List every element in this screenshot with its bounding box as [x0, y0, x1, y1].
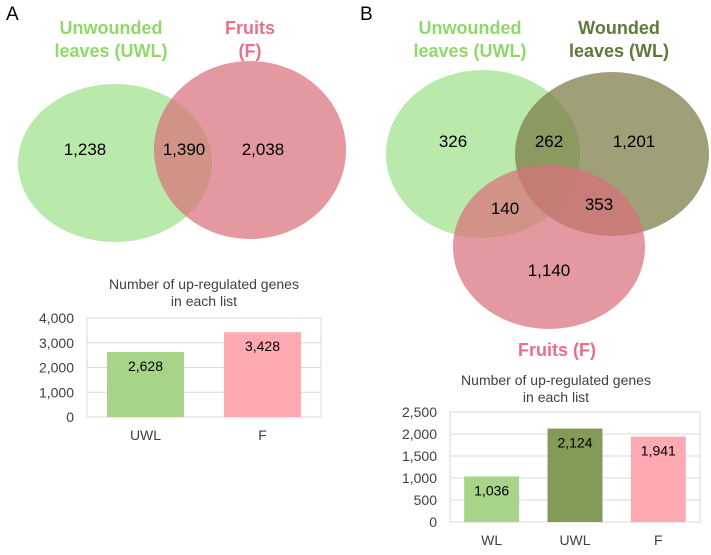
chart-b-bars: 1,036 2,124 1,941: [464, 428, 686, 522]
chart-b-x-axis: WL UWL F: [481, 532, 662, 548]
chart-a-y-tick-label: 2,000: [39, 360, 74, 376]
chart-a-y-tick-label: 4,000: [39, 310, 74, 326]
chart-a-x-axis: UWL F: [130, 427, 267, 443]
chart-b-y-tick-label: 500: [414, 492, 438, 508]
chart-a-bars: 2,628 3,428: [107, 332, 301, 417]
chart-b-bar-value-f: 1,941: [641, 443, 676, 459]
venn-b-count-f-only: 1,140: [528, 261, 571, 280]
chart-a-y-tick-label: 0: [66, 409, 74, 425]
venn-b-label-wl-line2: leaves (WL): [569, 41, 669, 61]
chart-a-category-label: UWL: [130, 427, 161, 443]
chart-b-bar-wl: [464, 476, 520, 522]
venn-a-label-uwl-line1: Unwounded: [60, 18, 163, 38]
venn-b-label-wl-line1: Wounded: [578, 18, 660, 38]
chart-a-bar-value-f: 3,428: [245, 338, 280, 354]
venn-b-label-uwl-line2: leaves (UWL): [413, 41, 526, 61]
chart-b-bar-value-uwl: 2,124: [557, 435, 592, 451]
panel-letter-b: B: [360, 4, 373, 25]
chart-b-y-tick-label: 2,000: [402, 426, 437, 442]
chart-a-y-axis: 4,000 3,000 2,000 1,000 0: [39, 310, 74, 425]
chart-a-y-tick-label: 3,000: [39, 335, 74, 351]
venn-b-count-wl-only: 1,201: [613, 132, 656, 151]
chart-b-category-label: UWL: [559, 532, 590, 548]
venn-a-count-uwl-f: 1,390: [163, 140, 206, 159]
venn-b-label-uwl-line1: Unwounded: [419, 18, 522, 38]
panel-b: B Unwounded leaves (UWL) Wounded leaves …: [360, 4, 709, 548]
chart-b-bar-value-wl: 1,036: [474, 482, 509, 498]
venn-a-label-f-line2: (F): [239, 41, 262, 61]
panel-a: A Unwounded leaves (UWL) Fruits (F) 1,23…: [6, 4, 346, 443]
chart-b-category-label: F: [654, 532, 663, 548]
venn-b-count-uwl-only: 326: [439, 132, 467, 151]
chart-a-y-tick-label: 1,000: [39, 384, 74, 400]
chart-a-bar-uwl: [107, 351, 184, 417]
chart-a-bar-f: [224, 332, 301, 417]
chart-a-category-label: F: [258, 427, 267, 443]
chart-b-y-tick-label: 0: [429, 514, 437, 530]
venn-b-count-uwl-wl: 262: [535, 132, 563, 151]
venn-b-label-f: Fruits (F): [518, 340, 596, 360]
chart-a-bar-value-uwl: 2,628: [128, 358, 163, 374]
venn-b-count-uwl-f: 140: [491, 199, 519, 218]
chart-b-bar-f: [630, 436, 686, 522]
chart-b-bar-uwl: [547, 428, 603, 522]
chart-b-title-line1: Number of up-regulated genes: [461, 372, 651, 388]
bar-chart-a: Number of up-regulated genes in each lis…: [39, 276, 322, 443]
chart-b-y-tick-label: 1,500: [402, 448, 437, 464]
venn-a-circle-f: [154, 61, 346, 239]
venn-a-count-uwl-only: 1,238: [64, 140, 107, 159]
chart-b-category-label: WL: [481, 532, 502, 548]
bar-chart-b: Number of up-regulated genes in each lis…: [402, 372, 701, 548]
venn-b-count-wl-f: 353: [585, 195, 613, 214]
chart-a-title-line2: in each list: [171, 293, 237, 309]
venn-a-count-f-only: 2,038: [242, 140, 285, 159]
venn-a-label-f-line1: Fruits: [225, 18, 275, 38]
chart-b-y-tick-label: 2,500: [402, 404, 437, 420]
chart-a-title-line1: Number of up-regulated genes: [109, 276, 299, 292]
venn-a-label-uwl-line2: leaves (UWL): [54, 41, 167, 61]
chart-b-title-line2: in each list: [523, 389, 589, 405]
panel-letter-a: A: [6, 4, 19, 25]
venn-b-circle-f: [453, 165, 645, 329]
chart-b-y-axis: 2,500 2,000 1,500 1,000 500 0: [402, 404, 437, 530]
chart-b-y-tick-label: 1,000: [402, 470, 437, 486]
